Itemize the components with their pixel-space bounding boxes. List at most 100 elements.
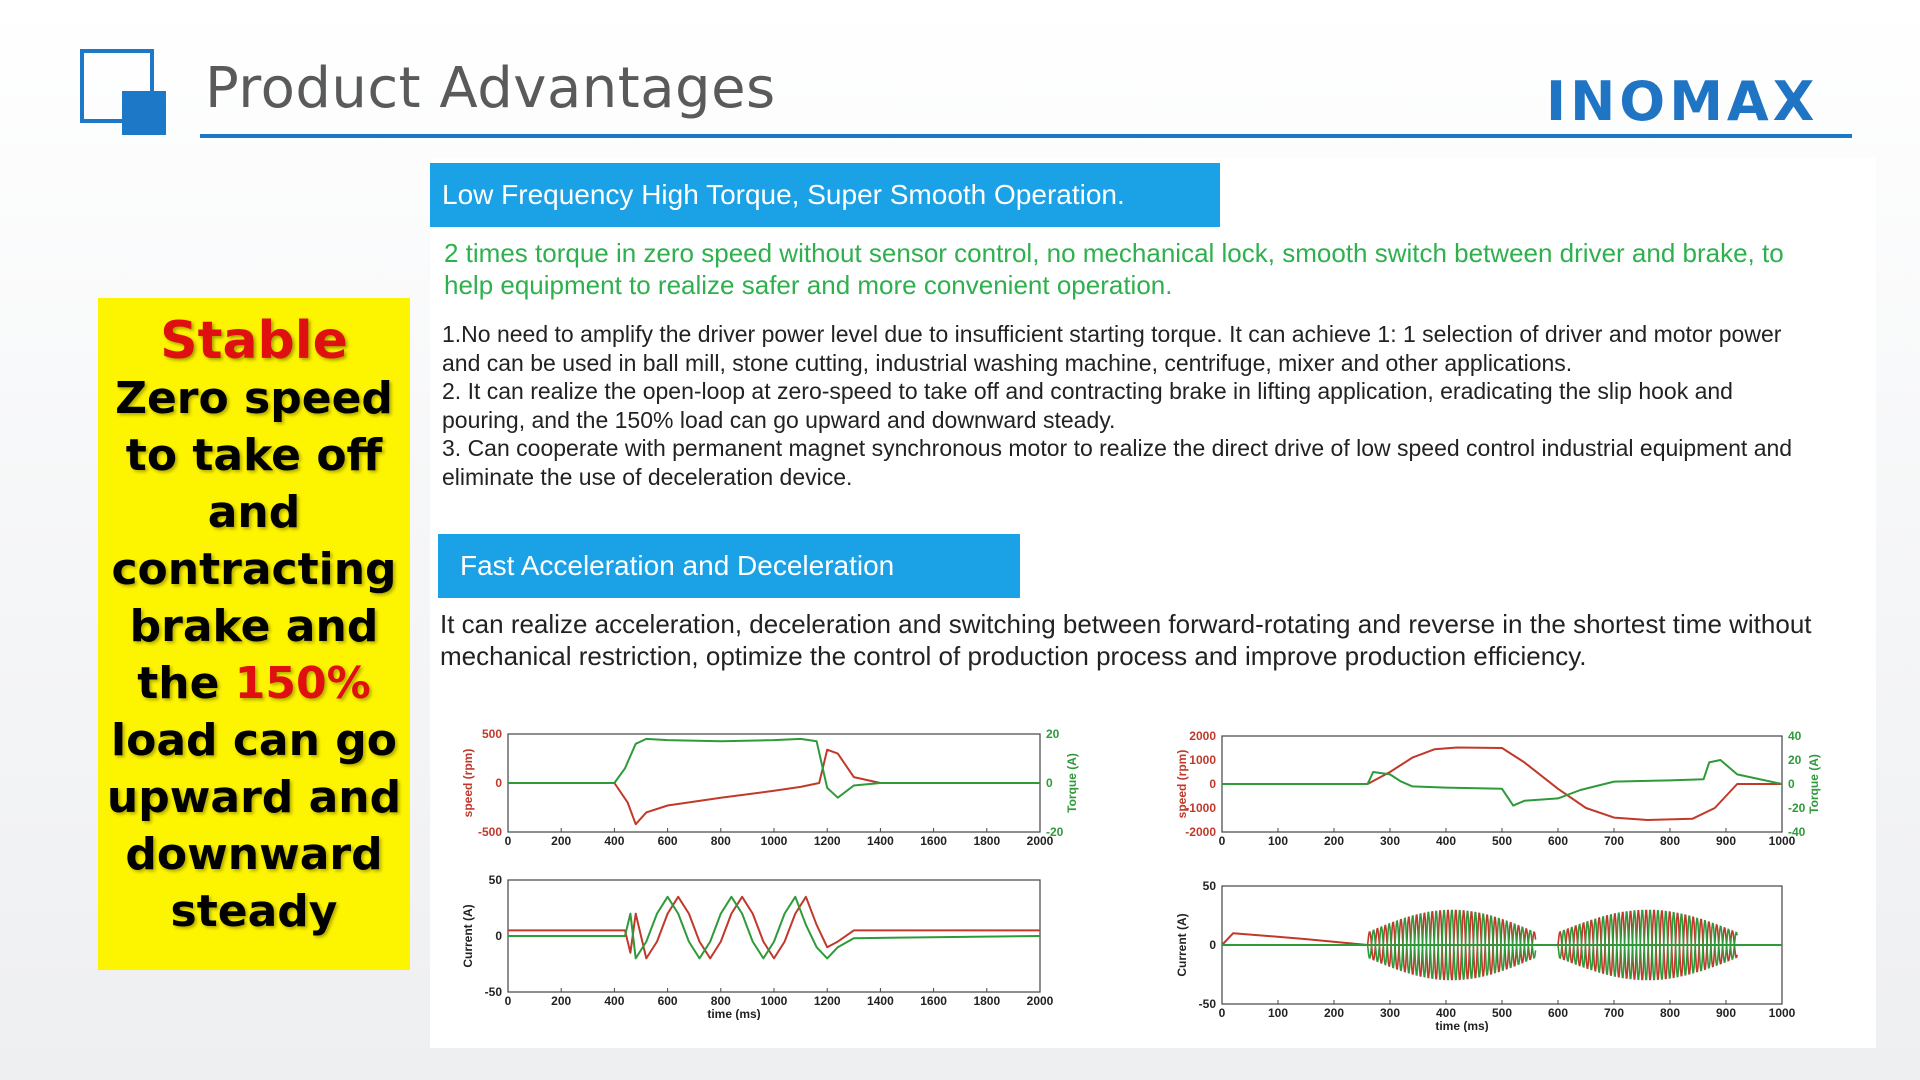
x-tick-label: 800 (1660, 834, 1680, 848)
y-tick-label: 0 (1209, 938, 1216, 952)
y-tick-label: 2000 (1189, 729, 1216, 743)
section-text: It can realize acceleration, deceleratio… (440, 609, 1812, 671)
advantage-points: 1.No need to amplify the driver power le… (442, 320, 1822, 491)
x-tick-label: 100 (1268, 834, 1288, 848)
x-tick-label: 300 (1380, 1006, 1400, 1020)
x-axis-label: time (ms) (1435, 1019, 1488, 1032)
section-heading: Low Frequency High Torque, Super Smooth … (430, 163, 1220, 227)
y-tick-label: -1000 (1185, 801, 1216, 815)
y-tick-label: 500 (482, 727, 502, 741)
speed-torque-chart-left: 0 200 400 600 800 1000 1200 1400 1600 1800 2000500… (461, 727, 1079, 848)
y-axis-label: speed (rpm) (461, 749, 475, 818)
x-tick-label: 600 (1548, 834, 1568, 848)
y-tick-label: 50 (489, 873, 503, 887)
callout-prefix: the (137, 658, 235, 709)
y2-tick-label: -20 (1046, 825, 1064, 839)
square-logo-icon (80, 49, 166, 135)
x-tick-label: 900 (1716, 1006, 1736, 1020)
x-tick-label: 0 (505, 994, 512, 1008)
x-tick-label: 0 (505, 834, 512, 848)
y-tick-label: -50 (485, 985, 503, 999)
y-tick-label: -500 (478, 825, 502, 839)
y-tick-label: 0 (1209, 777, 1216, 791)
y2-tick-label: 20 (1046, 727, 1060, 741)
callout-line: upward and (106, 772, 402, 823)
callout-line: load can go (111, 715, 397, 766)
title-underline (200, 134, 1852, 138)
x-tick-label: 800 (1660, 1006, 1680, 1020)
y2-tick-label: 0 (1788, 777, 1795, 791)
callout-highlight: Stable (160, 311, 348, 371)
x-tick-label: 800 (711, 994, 731, 1008)
callout-line: downward (125, 829, 383, 880)
x-tick-label: 900 (1716, 834, 1736, 848)
y-axis-label: Current (A) (461, 904, 475, 967)
x-tick-label: 400 (1436, 1006, 1456, 1020)
series-line-0 (508, 748, 1040, 826)
advantage-point: 1.No need to amplify the driver power le… (442, 321, 1782, 376)
x-tick-label: 1600 (920, 994, 947, 1008)
x-tick-label: 2000 (1027, 834, 1054, 848)
brand-logo: INOMAX (1546, 70, 1819, 133)
section-heading: Fast Acceleration and Deceleration (438, 534, 1020, 598)
callout-line: to take off (125, 430, 383, 481)
y2-axis-label: Torque (A) (1807, 754, 1821, 814)
x-tick-label: 700 (1604, 1006, 1624, 1020)
x-tick-label: 0 (1219, 1006, 1226, 1020)
x-tick-label: 600 (658, 834, 678, 848)
current-chart-right: 0 100 200 300 400 500 600 700 800 900 1000500-50Cu… (1175, 879, 1796, 1032)
x-tick-label: 200 (551, 834, 571, 848)
page-title: Product Advantages (205, 56, 776, 121)
y2-tick-label: -20 (1788, 801, 1806, 815)
x-tick-label: 1800 (973, 834, 1000, 848)
x-tick-label: 500 (1492, 834, 1512, 848)
y-tick-label: -2000 (1185, 825, 1216, 839)
callout-line: contracting (111, 544, 397, 595)
callout-percent: 150% (234, 658, 371, 709)
x-tick-label: 1000 (761, 994, 788, 1008)
x-tick-label: 300 (1380, 834, 1400, 848)
series-line-0 (1222, 746, 1782, 821)
stable-callout: Stable Zero speed to take off and contra… (98, 298, 410, 970)
x-axis-label: time (ms) (707, 1007, 760, 1020)
x-tick-label: 1600 (920, 834, 947, 848)
series-line-1 (508, 737, 1040, 799)
series-line-0 (508, 895, 1040, 960)
x-tick-label: 700 (1604, 834, 1624, 848)
oscillation-green-a (1366, 909, 1537, 981)
x-tick-label: 500 (1492, 1006, 1512, 1020)
x-tick-label: 400 (604, 994, 624, 1008)
x-tick-label: 200 (1324, 1006, 1344, 1020)
y-tick-label: 50 (1203, 879, 1217, 893)
advantage-point: 3. Can cooperate with permanent magnet s… (442, 435, 1793, 490)
advantage-point: 2. It can realize the open-loop at zero-… (442, 378, 1733, 433)
callout-line: brake and (129, 601, 379, 652)
x-tick-label: 400 (1436, 834, 1456, 848)
x-tick-label: 1800 (973, 994, 1000, 1008)
x-tick-label: 600 (1548, 1006, 1568, 1020)
y2-tick-label: 0 (1046, 776, 1053, 790)
speed-torque-chart-right: 0 100 200 300 400 500 600 700 800 900 100020001000… (1175, 729, 1821, 848)
x-tick-label: 1000 (1769, 1006, 1796, 1020)
y-axis-label: Current (A) (1175, 913, 1189, 976)
x-tick-label: 1000 (761, 834, 788, 848)
x-tick-label: 400 (604, 834, 624, 848)
x-tick-label: 0 (1219, 834, 1226, 848)
series-line-1 (1222, 759, 1783, 807)
callout-line: Zero speed (115, 373, 393, 424)
y2-tick-label: -40 (1788, 825, 1806, 839)
y-tick-label: 0 (495, 929, 502, 943)
y-tick-label: 0 (495, 776, 502, 790)
x-tick-label: 800 (711, 834, 731, 848)
y-axis-label: speed (rpm) (1175, 750, 1189, 819)
oscillation-green-b (1557, 909, 1738, 981)
y2-tick-label: 40 (1788, 729, 1802, 743)
x-tick-label: 1400 (867, 834, 894, 848)
x-tick-label: 1000 (1769, 834, 1796, 848)
oscillation-red-a (1366, 909, 1537, 981)
y2-axis-label: Torque (A) (1065, 753, 1079, 813)
y-tick-label: -50 (1199, 997, 1217, 1011)
callout-line: and (207, 487, 301, 538)
x-tick-label: 2000 (1027, 994, 1054, 1008)
